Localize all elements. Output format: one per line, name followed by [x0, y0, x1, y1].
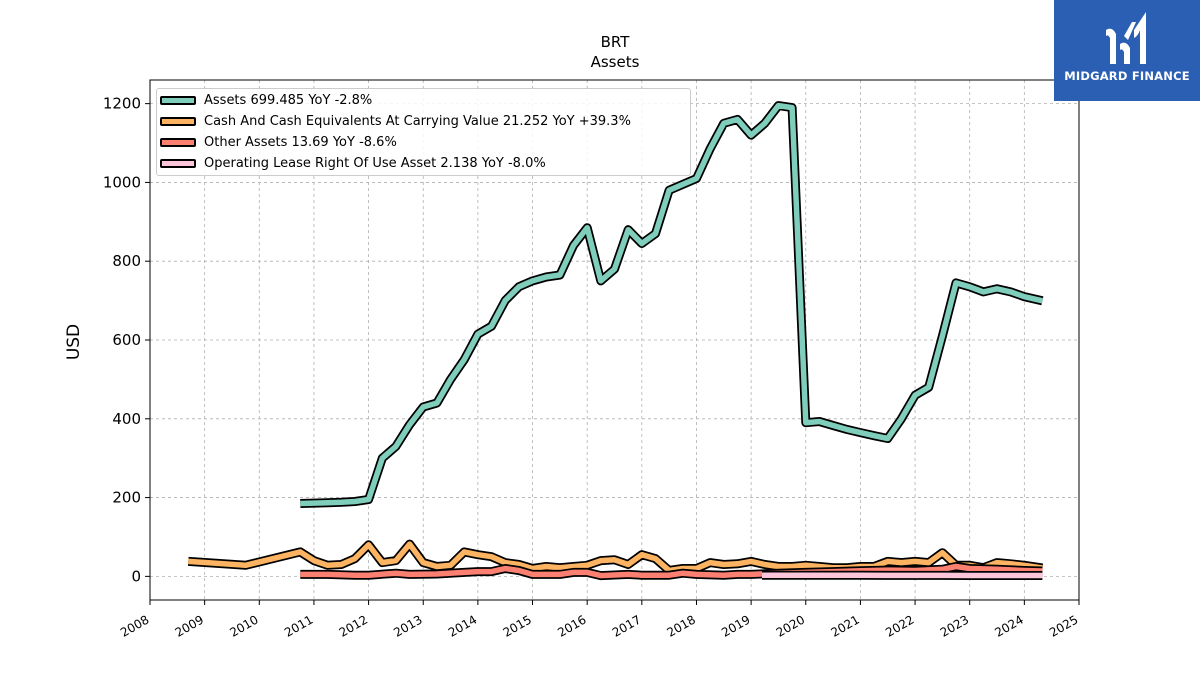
x-tick-label: 2023	[938, 612, 971, 639]
legend-item-operating-lease: Operating Lease Right Of Use Asset 2.138…	[157, 154, 690, 174]
series-line-other-assets	[300, 563, 1043, 579]
x-tick-label: 2008	[118, 612, 151, 639]
x-tick-label: 2021	[828, 612, 861, 639]
legend-item-cash: Cash And Cash Equivalents At Carrying Va…	[157, 112, 690, 132]
x-tick-label: 2025	[1047, 612, 1080, 639]
legend-label-assets: Assets 699.485 YoY -2.8%	[204, 93, 373, 108]
chart-title: BRT	[601, 33, 631, 51]
x-tick-label: 2012	[337, 612, 370, 639]
legend-label-other-assets: Other Assets 13.69 YoY -8.6%	[204, 135, 397, 150]
brand-name: MIDGARD FINANCE	[1064, 69, 1190, 83]
x-tick-label: 2011	[282, 612, 315, 639]
chart-subtitle: Assets	[591, 53, 640, 71]
x-tick-label: 2022	[883, 612, 916, 639]
x-tick-label: 2024	[992, 612, 1025, 639]
y-tick-label: 1000	[103, 173, 141, 191]
x-tick-label: 2019	[719, 612, 752, 639]
y-axis-label: USD	[64, 324, 84, 360]
series-layer	[187, 101, 1044, 581]
y-tick-label: 400	[112, 410, 141, 428]
x-tick-label: 2014	[446, 612, 479, 639]
y-tick-label: 800	[112, 252, 141, 270]
x-tick-label: 2010	[227, 612, 260, 639]
legend-label-cash: Cash And Cash Equivalents At Carrying Va…	[204, 114, 631, 129]
y-tick-label: 600	[112, 331, 141, 349]
x-tick-label: 2020	[774, 612, 807, 639]
x-tick-label: 2015	[501, 612, 534, 639]
logo-mark-icon	[1106, 12, 1146, 65]
legend: Assets 699.485 YoY -2.8% Cash And Cash E…	[156, 88, 691, 176]
series-line-assets	[300, 102, 1044, 507]
x-tick-label: 2009	[173, 612, 206, 639]
legend-item-other-assets: Other Assets 13.69 YoY -8.6%	[157, 133, 690, 153]
brand-logo: MIDGARD FINANCE	[1054, 0, 1200, 101]
legend-swatch-other-assets	[160, 138, 196, 147]
legend-label-operating-lease: Operating Lease Right Of Use Asset 2.138…	[204, 156, 546, 171]
legend-swatch-operating-lease	[160, 159, 196, 168]
legend-swatch-assets	[160, 96, 196, 105]
y-tick-label: 1200	[103, 95, 141, 113]
x-tick-label: 2016	[555, 612, 588, 639]
legend-item-assets: Assets 699.485 YoY -2.8%	[157, 91, 690, 111]
y-tick-label: 0	[131, 567, 141, 585]
x-tick-label: 2013	[391, 612, 424, 639]
series-line-cash-and-cash-equivalents-at-carrying-value	[188, 541, 1043, 574]
x-tick-label: 2017	[610, 612, 643, 639]
y-tick-label: 200	[112, 489, 141, 507]
x-tick-label: 2018	[665, 612, 698, 639]
legend-swatch-cash	[160, 117, 196, 126]
